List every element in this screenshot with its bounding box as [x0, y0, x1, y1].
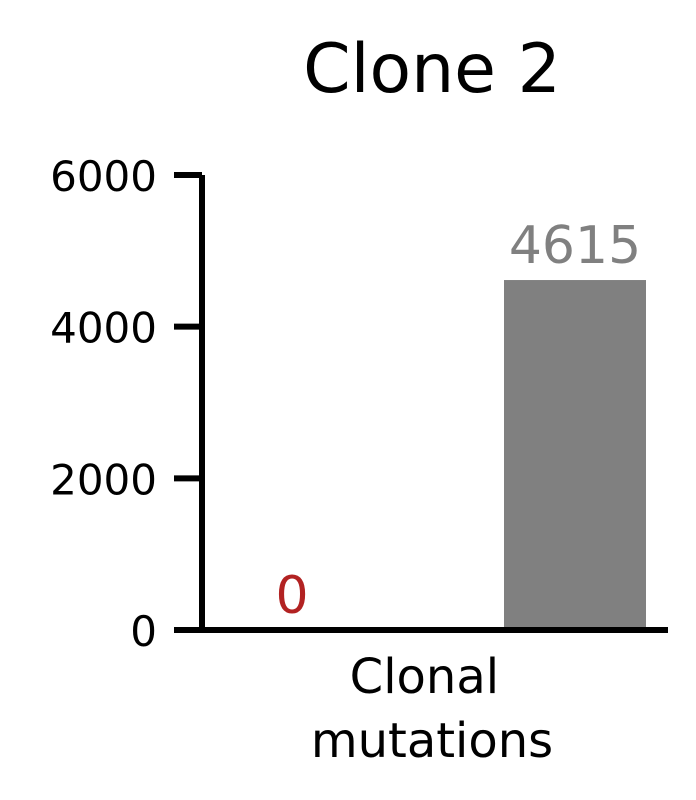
y-tick-label: 6000 [50, 152, 157, 201]
y-tick-label: 2000 [50, 455, 157, 504]
bars-group [504, 280, 646, 630]
x-category-label-line-1: Clonal [350, 649, 499, 705]
y-ticks-group: 0 2000 4000 6000 [50, 152, 202, 656]
chart-title: Clone 2 [303, 30, 561, 109]
bar-value-label: 4615 [509, 216, 641, 276]
x-category-label: Clonal mutations [311, 649, 553, 769]
bar-value-label: 0 [275, 566, 308, 626]
y-tick-label: 4000 [50, 304, 157, 353]
value-labels-group: 0 4615 [275, 216, 641, 626]
y-tick-label: 0 [130, 607, 157, 656]
x-category-label-line-2: mutations [311, 713, 553, 769]
bar [504, 280, 646, 630]
